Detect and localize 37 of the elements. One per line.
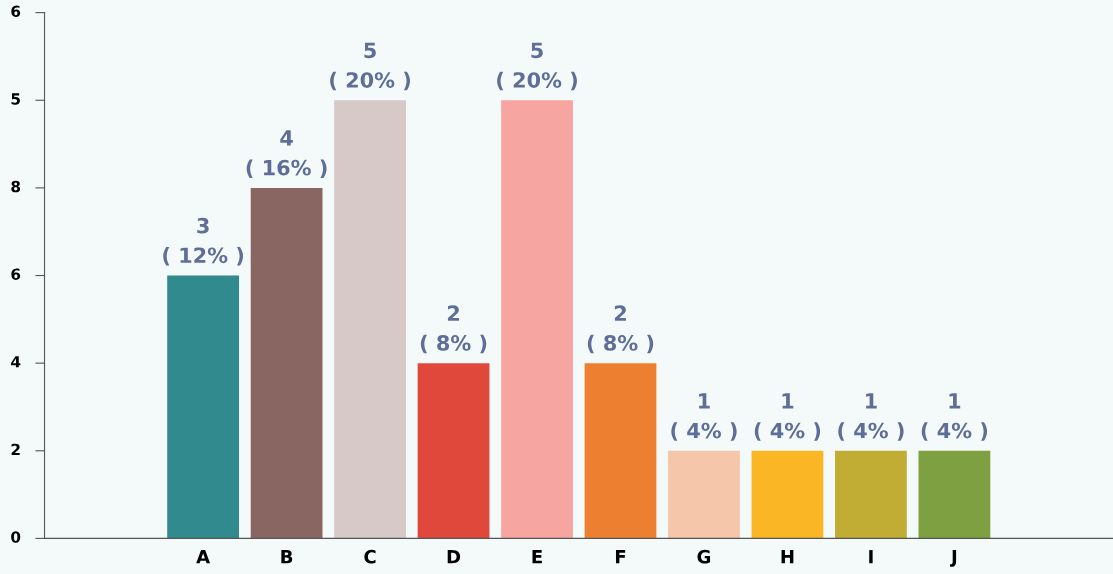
data-label: 1 ( 4% ) — [754, 393, 821, 441]
x-tick-label: H — [781, 550, 794, 564]
bar — [584, 363, 657, 539]
data-label: 5 ( 20% ) — [330, 42, 410, 91]
data-label: 1 ( 4% ) — [921, 393, 988, 441]
x-tick-label: C — [364, 549, 376, 564]
x-tick-label: D — [447, 550, 461, 564]
data-label: 1 ( 4% ) — [838, 393, 904, 441]
text: 6 — [11, 268, 21, 280]
text: 6 — [11, 5, 21, 18]
bar — [250, 187, 323, 539]
text: 0 — [11, 531, 21, 543]
x-tick-label: G — [697, 549, 711, 564]
data-label: 2 ( 8% ) — [587, 305, 654, 354]
text: 5 — [11, 93, 20, 105]
data-label: 1 ( 4% ) — [671, 393, 737, 441]
x-tick-label: A — [196, 550, 211, 564]
data-label: 3 ( 12% ) — [163, 217, 244, 266]
text: 4 — [11, 356, 21, 368]
x-tick-label: I — [869, 550, 873, 564]
text: 8 — [11, 180, 21, 193]
text: 2 — [11, 443, 20, 455]
bar — [918, 450, 991, 539]
x-tick-label: J — [950, 550, 957, 567]
data-label: 2 ( 8% ) — [420, 305, 487, 354]
bar — [167, 275, 240, 539]
x-tick-label: B — [281, 550, 293, 564]
bar — [501, 100, 573, 539]
bar — [417, 363, 490, 539]
bar — [751, 450, 824, 539]
data-label: 5 ( 20% ) — [497, 42, 577, 91]
x-tick-label: F — [615, 550, 626, 564]
bar — [835, 450, 907, 539]
bar — [668, 450, 740, 539]
x-tick-label: E — [532, 550, 542, 564]
data-label: 4 ( 16% ) — [246, 130, 327, 178]
bar — [334, 100, 406, 539]
